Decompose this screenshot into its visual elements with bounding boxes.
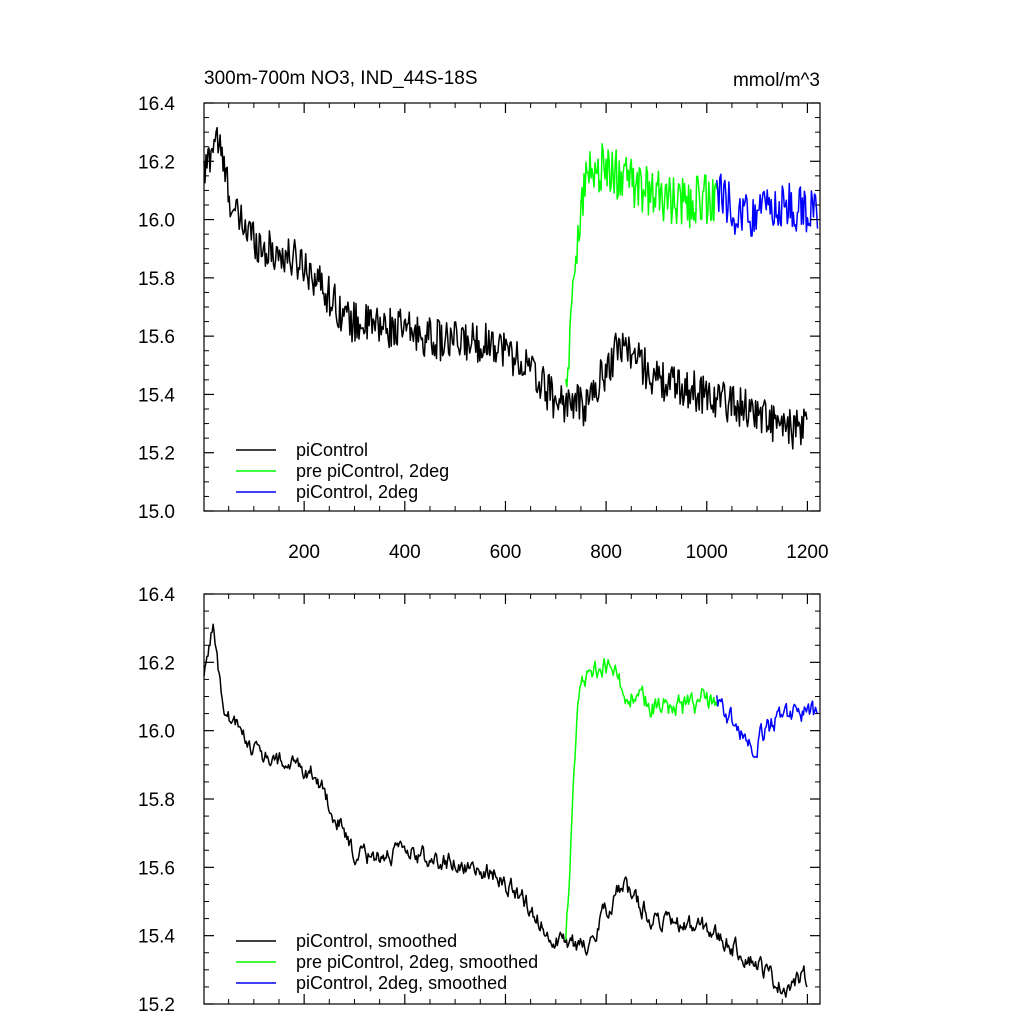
y-tick-label: 15.2 — [138, 444, 175, 465]
plot-lines — [203, 126, 819, 450]
y-tick-label: 15.8 — [138, 269, 175, 290]
y-tick-label: 16.2 — [138, 653, 175, 674]
series-line-2 — [565, 657, 718, 940]
legend-label: pre piControl, 2deg — [296, 461, 449, 481]
y-tick-label: 15.8 — [138, 790, 175, 811]
y-tick-label: 15.2 — [138, 995, 175, 1016]
x-tick-label: 1200 — [786, 542, 828, 563]
y-tick-label: 15.6 — [138, 858, 175, 879]
series-line-2 — [565, 143, 718, 388]
x-tick-label: 1000 — [686, 542, 728, 563]
y-tick-label: 16.4 — [138, 585, 175, 606]
y-tick-label: 15.4 — [138, 927, 175, 948]
x-tick-label: 400 — [389, 542, 421, 563]
x-tick-label: 600 — [490, 542, 522, 563]
y-tick-label: 16.0 — [138, 211, 175, 232]
axis-ticks — [204, 102, 820, 512]
series-line-1 — [203, 623, 808, 998]
units-label: mmol/m^3 — [733, 70, 820, 91]
top-panel: 300m-700m NO3, IND_44S-18S mmol/m^3 15.0… — [138, 68, 829, 563]
x-tick-label: 800 — [590, 542, 622, 563]
legend-label: piControl, smoothed — [296, 931, 457, 951]
chart-title: 300m-700m NO3, IND_44S-18S — [204, 68, 478, 89]
axis-ticks — [204, 593, 820, 1005]
y-tick-label: 15.4 — [138, 385, 175, 406]
plot-lines — [203, 623, 819, 998]
y-tick-label: 15.0 — [138, 502, 175, 523]
legend-label: pre piControl, 2deg, smoothed — [296, 952, 538, 972]
axis-tick-labels: 15.2 15.4 15.6 15.8 16.0 16.2 16.4 — [138, 585, 175, 1016]
x-tick-label: 200 — [288, 542, 320, 563]
series-line-3 — [716, 695, 819, 759]
y-tick-label: 16.0 — [138, 722, 175, 743]
legend-label: piControl, 2deg, smoothed — [296, 973, 507, 993]
y-tick-label: 16.2 — [138, 152, 175, 173]
series-line-3 — [716, 173, 819, 237]
bottom-panel: 15.2 15.4 15.6 15.8 16.0 16.2 16.4 piControl, … — [138, 585, 821, 1016]
series-line-1 — [203, 126, 808, 450]
legend-label: piControl, 2deg — [296, 482, 418, 502]
y-tick-label: 15.6 — [138, 327, 175, 348]
axis-tick-labels: 15.0 15.2 15.4 15.6 15.8 16.0 16.2 16.4 200 400 60… — [138, 94, 829, 563]
y-tick-label: 16.4 — [138, 94, 175, 115]
legend-label: piControl — [296, 440, 368, 460]
